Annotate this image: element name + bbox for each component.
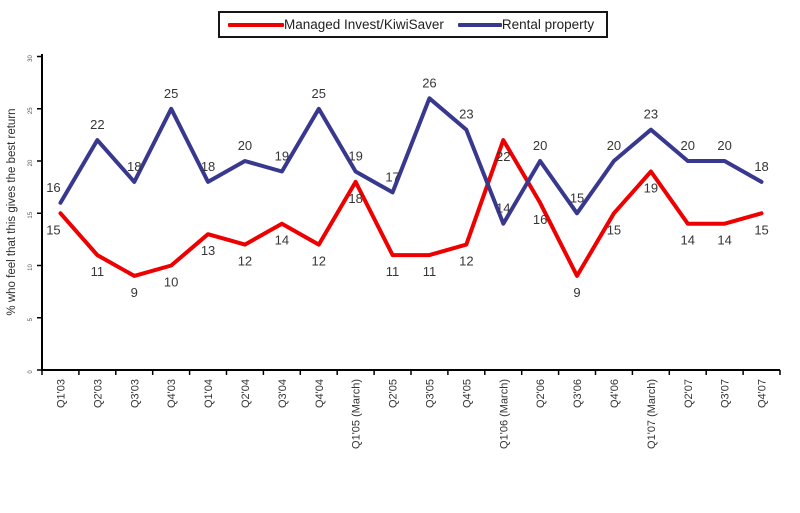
legend-item-rental-property: Rental property [444, 17, 594, 32]
x-axis-label: Q4'03 [166, 379, 178, 408]
data-label: 9 [573, 285, 580, 300]
x-axis-label: Q1'06 (March) [498, 379, 510, 449]
data-label: 18 [754, 159, 768, 174]
y-tick-label: 5 [28, 317, 34, 321]
data-label: 16 [533, 212, 547, 227]
data-label: 11 [91, 264, 105, 279]
data-label: 15 [46, 222, 60, 237]
data-label: 15 [607, 222, 621, 237]
x-axis-label: Q2'06 [535, 379, 547, 408]
y-tick-label: 10 [28, 264, 34, 271]
data-label: 26 [422, 75, 436, 90]
data-label: 19 [348, 148, 362, 163]
x-axis-label: Q2'07 [683, 379, 695, 408]
data-label: 11 [386, 264, 400, 279]
data-label: 14 [717, 233, 731, 248]
data-label: 20 [533, 138, 547, 153]
red-line-sample-icon [228, 22, 284, 27]
y-tick-label: 0 [28, 370, 34, 374]
data-label: 18 [348, 191, 362, 206]
data-label: 11 [423, 264, 437, 279]
x-axis-label: Q1'04 [203, 379, 215, 408]
x-axis-label: Q3'05 [424, 379, 436, 408]
x-axis-label: Q4'04 [314, 379, 326, 408]
data-label: 18 [127, 159, 141, 174]
data-label: 23 [644, 107, 658, 122]
x-axis-label: Q2'03 [92, 379, 104, 408]
data-label: 22 [496, 149, 510, 164]
x-axis-label: Q4'05 [461, 379, 473, 408]
series-line-rental-property [58, 96, 764, 226]
y-tick-label: 25 [28, 107, 34, 114]
data-label: 25 [312, 86, 326, 101]
x-axis-label: Q1'03 [55, 379, 67, 408]
data-label: 19 [644, 180, 658, 195]
data-label: 17 [385, 169, 399, 184]
x-axis-label: Q1'05 (March) [351, 379, 363, 449]
data-label: 22 [90, 117, 104, 132]
x-axis-label: Q4'06 [609, 379, 621, 408]
data-label: 9 [131, 285, 138, 300]
x-axis-label: Q4'07 [757, 379, 769, 408]
data-label: 14 [275, 233, 289, 248]
data-label: 10 [164, 275, 178, 290]
blue-line-sample-icon [457, 22, 502, 27]
x-axis-label: Q3'03 [129, 379, 141, 408]
data-label: 20 [607, 138, 621, 153]
x-axis-label: Q2'05 [388, 379, 400, 408]
x-axis-label: Q3'07 [720, 379, 732, 408]
data-label: 25 [164, 86, 178, 101]
axis-lines [41, 54, 780, 371]
data-label: 23 [459, 107, 473, 122]
legend-label-managed-invest: Managed Invest/KiwiSaver [284, 17, 444, 32]
data-label: 20 [681, 138, 695, 153]
y-axis-title: % who feel that this gives the best retu… [6, 108, 18, 315]
y-tick-label: 20 [28, 159, 34, 166]
y-tick-label: 30 [28, 55, 34, 62]
data-label: 19 [275, 148, 289, 163]
legend: Managed Invest/KiwiSaver Rental property [218, 11, 609, 38]
data-label: 12 [312, 254, 326, 269]
data-label: 12 [459, 254, 473, 269]
data-label: 15 [570, 190, 584, 205]
data-label: 15 [754, 222, 768, 237]
y-tick-label: 15 [28, 211, 34, 218]
data-label: 14 [681, 233, 695, 248]
data-label: 16 [46, 180, 60, 195]
x-axis-label: Q3'04 [277, 379, 289, 408]
x-axis-label: Q2'04 [240, 379, 252, 408]
data-label: 14 [496, 201, 510, 216]
legend-item-managed-invest: Managed Invest/KiwiSaver [228, 17, 444, 32]
data-label: 18 [201, 159, 215, 174]
data-label: 20 [717, 138, 731, 153]
data-label: 12 [238, 254, 252, 269]
data-label: 20 [238, 138, 252, 153]
series-line-managed-invest-kiwisaver [58, 138, 764, 278]
data-label: 13 [201, 243, 215, 258]
legend-label-rental-property: Rental property [501, 17, 595, 32]
x-axis-label: Q1'07 (March) [646, 379, 658, 449]
x-axis-label: Q3'06 [572, 379, 584, 408]
